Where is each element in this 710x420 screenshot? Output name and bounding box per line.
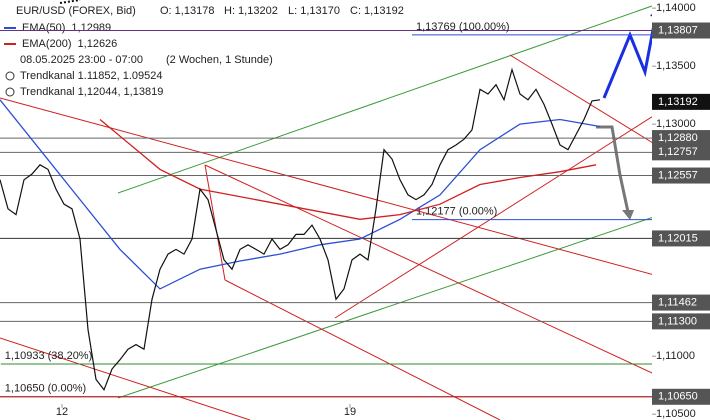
legend-value: 1,12989	[71, 22, 111, 34]
y-tick-label: 1,14000	[656, 2, 696, 14]
trendchannel: Trendkanal 1.11852, 1.09524	[20, 70, 163, 82]
x-tick-label: 12	[56, 406, 68, 418]
level-label: 1,11462	[658, 296, 697, 308]
legend-name: EMA(50)	[22, 22, 65, 34]
ema-line	[99, 119, 597, 220]
level-box	[652, 130, 710, 147]
ohlc: H: 1,13202	[224, 5, 278, 17]
trendchannel: Trendkanal 1,12044, 1,13819	[20, 86, 163, 98]
level-label: 1,12015	[658, 232, 698, 244]
level-box	[652, 230, 710, 247]
legend-value: 1,12626	[78, 38, 118, 50]
level-box	[652, 388, 710, 405]
last-price-label: 1,13192	[658, 96, 698, 108]
level-label: 1,11300	[658, 315, 697, 327]
level-box	[652, 144, 710, 161]
level-label: 1,12557	[658, 169, 698, 181]
ohlc: O: 1,13178	[160, 5, 214, 17]
level-box	[652, 313, 710, 330]
price-line	[0, 67, 601, 392]
level-box	[652, 167, 710, 184]
fib-label: 1,10650 (0.00%)	[5, 383, 86, 395]
fib-label: 1,13769 (100.00%)	[416, 21, 510, 33]
level-box	[652, 22, 710, 39]
ohlc: L: 1,13170	[288, 5, 340, 17]
ohlc: C: 1,13192	[350, 5, 404, 17]
level-label: 1,12880	[658, 132, 698, 144]
interval: (2 Wochen, 1 Stunde)	[166, 54, 273, 66]
level-label: 1,12757	[658, 146, 698, 158]
x-tick-label: 19	[344, 406, 356, 418]
level-label: 1,13807	[658, 24, 698, 36]
icon	[5, 71, 15, 81]
symbol: EUR/USD (FOREX, Bid)	[16, 5, 136, 17]
ema-line	[0, 99, 601, 290]
level-box	[652, 294, 710, 311]
period: 08.05.2025 23:00 - 07:00	[20, 54, 143, 66]
y-tick-label: 1,11000	[656, 350, 695, 362]
y-tick-label: 1,10500	[656, 408, 696, 420]
y-tick-label: 1,13500	[656, 60, 696, 72]
icon	[5, 87, 15, 97]
legend-name: EMA(200)	[22, 38, 72, 50]
last-price-box	[652, 93, 710, 110]
y-tick-label: 1,13000	[656, 118, 696, 130]
level-label: 1,10650	[658, 391, 698, 403]
price-axis	[652, 0, 710, 420]
legend: EUR/USD (FOREX, Bid) O: 1,13178 H: 1,132…	[4, 5, 404, 98]
fib-label: 1,10933 (38.20%)	[5, 350, 92, 362]
fib-label: 1,12177 (0.00%)	[416, 206, 497, 218]
